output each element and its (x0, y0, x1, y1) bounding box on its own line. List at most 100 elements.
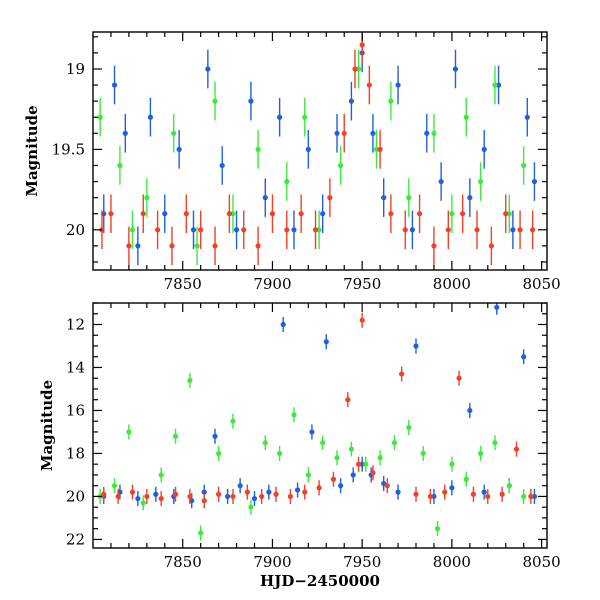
data-point (481, 489, 487, 495)
data-point (226, 211, 232, 217)
y-tick-label: 19 (66, 60, 85, 78)
data-point (129, 489, 136, 495)
data-point (445, 227, 451, 233)
data-point (531, 178, 538, 185)
data-point (506, 483, 512, 489)
data-point (280, 321, 286, 328)
bottom-panel: 7850 7900 7950 8000 8050 12 14 16 18 20 22 (66, 302, 561, 571)
x-tick-label: 7900 (253, 275, 291, 293)
data-point (352, 66, 358, 72)
y-tick-label: 20 (66, 487, 85, 505)
data-point (273, 491, 279, 497)
data-point (478, 450, 484, 457)
data-point (312, 227, 319, 233)
data-point (216, 491, 222, 497)
data-point (291, 412, 297, 418)
data-point (140, 211, 146, 217)
data-point (255, 243, 261, 249)
data-point (198, 227, 204, 233)
data-point (216, 450, 222, 457)
data-point (503, 211, 509, 217)
data-point (345, 397, 351, 403)
data-point (266, 489, 272, 495)
y-tick-label: 16 (66, 401, 85, 419)
data-point (531, 493, 538, 500)
data-point (474, 227, 480, 233)
data-point (277, 114, 283, 120)
bottom-x-axis-label: HJD−2450000 (260, 572, 380, 590)
data-point (391, 440, 398, 446)
data-point (233, 227, 240, 233)
data-point (492, 440, 498, 446)
data-point (327, 195, 333, 201)
x-tick-label: 8050 (523, 275, 561, 293)
data-point (427, 493, 433, 500)
data-point (420, 450, 426, 457)
data-point (117, 162, 123, 169)
data-point (452, 66, 459, 72)
data-point (463, 476, 469, 482)
data-point (230, 493, 236, 500)
plot-frame (92, 31, 548, 271)
data-point (298, 211, 304, 217)
data-point (499, 491, 505, 497)
data-point (434, 526, 441, 532)
data-point (402, 227, 408, 233)
data-point (111, 483, 118, 489)
data-point (467, 407, 473, 414)
data-point (144, 195, 150, 201)
bottom-y-axis-label: Magnitude (38, 380, 56, 471)
data-point (348, 98, 355, 104)
data-point (370, 470, 376, 476)
data-point (384, 483, 390, 489)
data-point (399, 371, 405, 377)
data-point (212, 433, 218, 439)
x-tick-label: 8050 (523, 553, 561, 571)
data-point (424, 130, 430, 136)
plot-frame (92, 302, 548, 549)
data-point (305, 472, 311, 478)
data-point (205, 66, 211, 72)
data-point (305, 146, 311, 152)
data-point (377, 146, 383, 152)
data-point (431, 130, 437, 136)
x-tick-label: 7950 (343, 275, 381, 293)
data-point (338, 162, 344, 169)
data-point (158, 495, 164, 502)
x-tick-label: 7950 (343, 553, 381, 571)
x-tick-label: 8000 (433, 553, 471, 571)
data-point (495, 82, 502, 88)
data-point (481, 146, 487, 152)
data-point (528, 493, 534, 500)
data-point (169, 243, 175, 249)
top-panel: 7850 7900 7950 8000 8050 19 19.5 20 (52, 31, 561, 293)
data-point (409, 227, 416, 233)
data-point (155, 227, 161, 233)
data-point (470, 491, 477, 497)
x-tick-label: 7850 (164, 275, 202, 293)
data-point (287, 493, 293, 500)
data-point (449, 485, 455, 491)
data-point (413, 491, 419, 497)
data-point (456, 375, 462, 381)
data-point (413, 343, 419, 349)
data-point (359, 461, 365, 467)
data-point (350, 472, 356, 478)
data-point (449, 461, 455, 467)
data-point (230, 211, 236, 217)
data-point (316, 227, 322, 233)
data-point (230, 418, 236, 424)
data-point (355, 461, 362, 467)
data-point (442, 489, 448, 495)
data-point (212, 98, 218, 104)
data-point (510, 227, 516, 233)
data-point (513, 446, 520, 452)
data-point (517, 227, 523, 233)
data-point (244, 489, 250, 495)
x-tick-label: 8000 (433, 275, 471, 293)
data-point (122, 130, 128, 136)
data-point (395, 82, 401, 88)
x-tick-label: 7900 (253, 553, 291, 571)
data-point (147, 114, 154, 120)
data-point (269, 211, 276, 217)
